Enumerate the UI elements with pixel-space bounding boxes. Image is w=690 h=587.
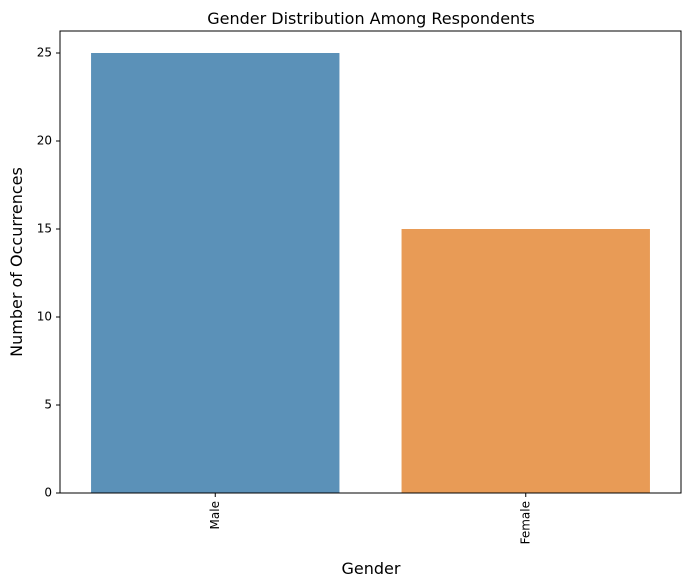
x-tick-label: Female <box>518 501 532 544</box>
bar-female <box>401 229 650 493</box>
chart-title: Gender Distribution Among Respondents <box>207 9 535 28</box>
y-tick-label: 15 <box>37 222 52 236</box>
x-axis-ticks: Male Female <box>208 493 532 544</box>
y-tick-label: 10 <box>37 310 52 324</box>
y-tick-label: 20 <box>37 134 52 148</box>
x-axis-label: Gender <box>342 559 401 578</box>
y-axis-label: Number of Occurrences <box>7 167 26 357</box>
bars-group <box>91 53 650 493</box>
bar-male <box>91 53 340 493</box>
y-tick-label: 0 <box>44 486 52 500</box>
x-tick-label: Male <box>208 501 222 529</box>
y-tick-label: 25 <box>37 46 52 60</box>
y-axis-ticks: 0 5 10 15 20 25 <box>37 46 60 500</box>
y-tick-label: 5 <box>44 398 52 412</box>
plot-frame <box>59 30 682 494</box>
